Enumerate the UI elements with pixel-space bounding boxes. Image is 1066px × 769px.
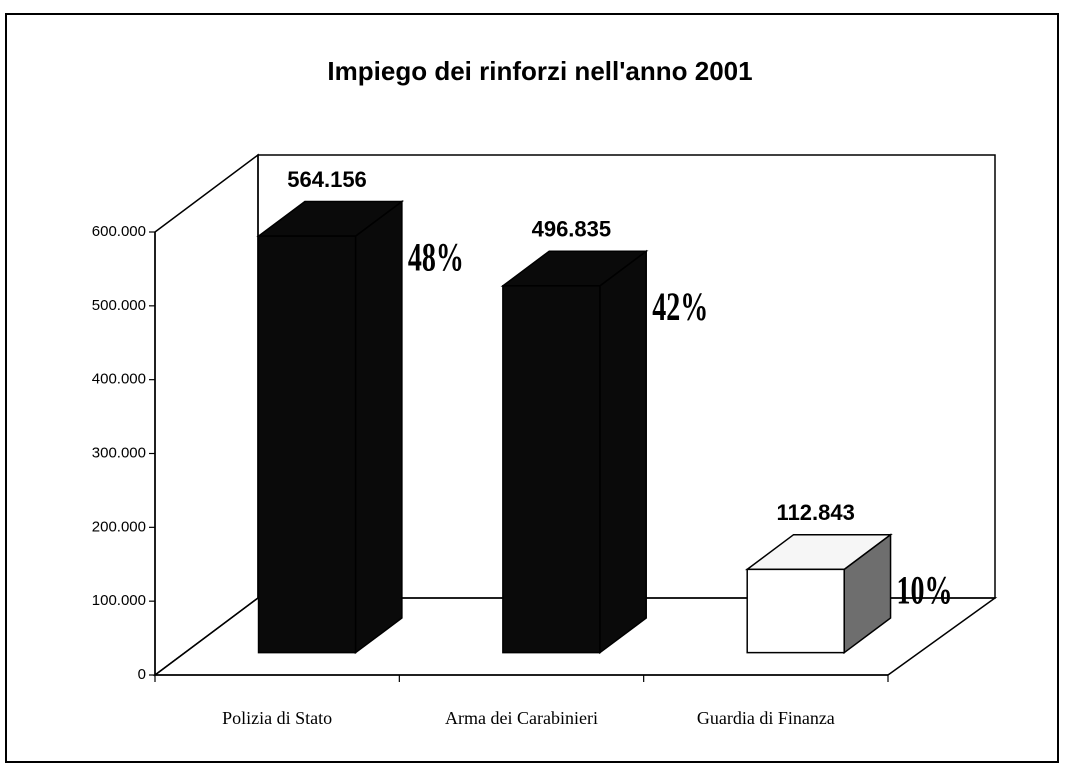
value-label: 112.843 [777,500,855,525]
bar [256,199,405,655]
bar-side [599,249,647,655]
bar-front [746,568,845,654]
bar-side [354,199,403,655]
y-tick-label: 0 [138,666,146,683]
bar [744,533,893,655]
percent-label: 48% [408,236,464,280]
percent-label: 42% [652,285,708,329]
y-tick-label: 500.000 [92,297,146,314]
y-tick-label: 200.000 [92,518,146,535]
x-tick-label: Arma dei Carabinieri [445,708,598,728]
value-label: 564.156 [287,167,367,192]
chart-title: Impiego dei rinforzi nell'anno 2001 [327,56,752,86]
y-tick-label: 600.000 [92,223,146,240]
bar-front [502,285,601,654]
y-tick-label: 300.000 [92,444,146,461]
bar-front [257,235,357,654]
bar [500,249,649,655]
y-tick-label: 100.000 [92,592,146,609]
y-tick-label: 400.000 [92,371,146,388]
x-tick-label: Polizia di Stato [222,708,332,728]
x-tick-label: Guardia di Finanza [697,708,835,728]
value-label: 496.835 [532,217,612,242]
percent-label: 10% [897,569,953,613]
